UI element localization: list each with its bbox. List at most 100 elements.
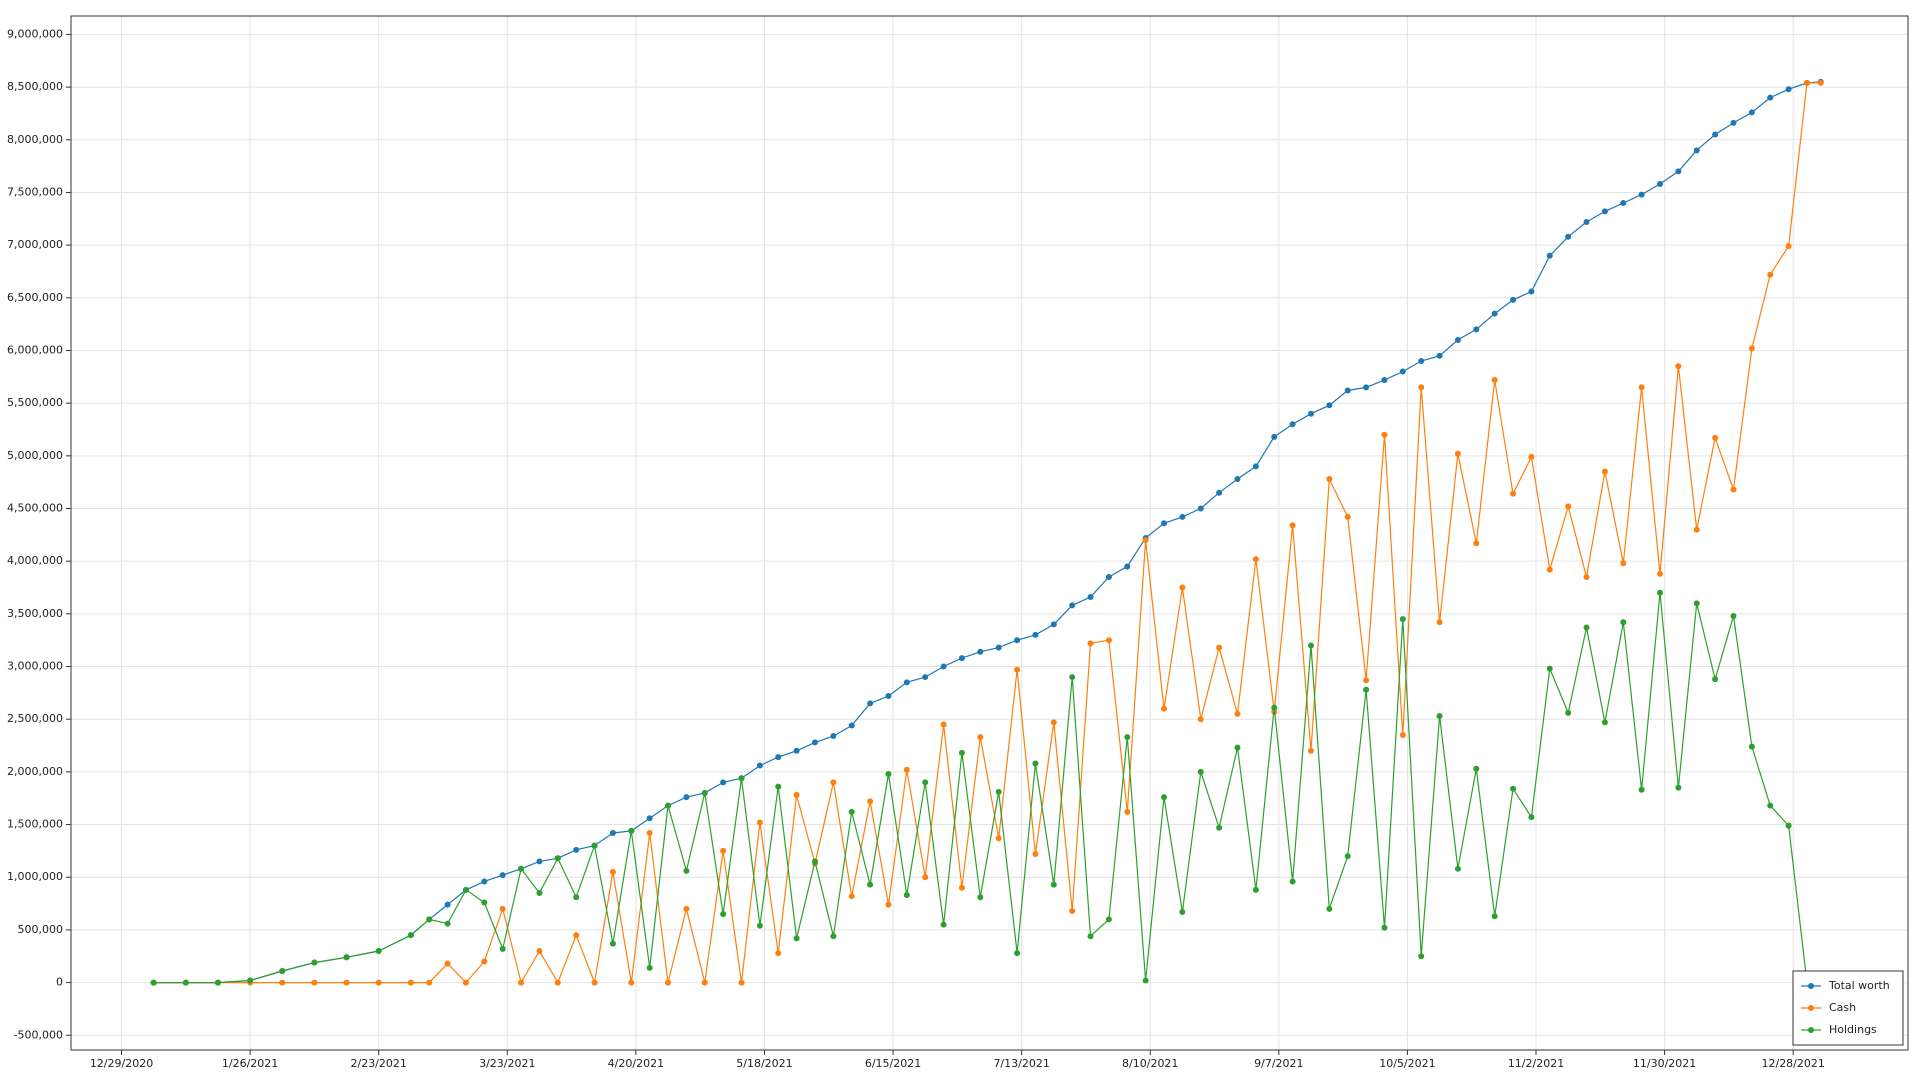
data-point bbox=[1675, 784, 1682, 791]
data-point bbox=[1730, 119, 1737, 126]
data-point bbox=[1418, 384, 1425, 391]
data-point bbox=[646, 815, 653, 822]
data-point bbox=[830, 733, 837, 740]
data-point bbox=[1050, 621, 1057, 628]
data-point bbox=[1179, 584, 1186, 591]
data-point bbox=[499, 905, 506, 912]
x-tick-label: 2/23/2021 bbox=[350, 1057, 406, 1070]
data-point bbox=[1730, 612, 1737, 619]
data-point bbox=[1344, 853, 1351, 860]
data-point bbox=[1234, 476, 1241, 483]
x-tick-label: 4/20/2021 bbox=[608, 1057, 664, 1070]
data-point bbox=[1693, 526, 1700, 533]
data-point bbox=[1032, 851, 1039, 858]
x-tick-label: 12/29/2020 bbox=[90, 1057, 153, 1070]
y-tick-label: 5,500,000 bbox=[7, 396, 63, 409]
data-point bbox=[1289, 421, 1296, 428]
y-tick-label: 6,500,000 bbox=[7, 291, 63, 304]
data-point bbox=[343, 954, 350, 961]
data-point bbox=[214, 979, 221, 986]
data-point bbox=[499, 872, 506, 879]
data-point bbox=[444, 920, 451, 927]
data-point bbox=[407, 932, 414, 939]
data-point bbox=[1565, 503, 1572, 510]
data-point bbox=[1289, 878, 1296, 885]
data-point bbox=[1307, 747, 1314, 754]
data-point bbox=[1436, 713, 1443, 720]
data-point bbox=[1473, 765, 1480, 772]
data-point bbox=[756, 922, 763, 929]
data-point bbox=[848, 808, 855, 815]
data-point bbox=[1491, 913, 1498, 920]
x-tick-label: 10/5/2021 bbox=[1379, 1057, 1435, 1070]
data-point bbox=[701, 789, 708, 796]
data-point bbox=[1087, 640, 1094, 647]
data-point bbox=[1546, 665, 1553, 672]
data-point bbox=[867, 700, 874, 707]
data-point bbox=[407, 979, 414, 986]
data-point bbox=[1528, 814, 1535, 821]
data-point bbox=[683, 905, 690, 912]
data-point bbox=[1252, 463, 1259, 470]
data-point bbox=[1216, 489, 1223, 496]
data-point bbox=[1583, 573, 1590, 580]
data-point bbox=[756, 819, 763, 826]
y-tick-label: 1,500,000 bbox=[7, 818, 63, 831]
data-point bbox=[1142, 977, 1149, 984]
data-point bbox=[1216, 824, 1223, 831]
data-point bbox=[793, 792, 800, 799]
data-point bbox=[1491, 376, 1498, 383]
data-point bbox=[311, 979, 318, 986]
y-tick-label: 3,000,000 bbox=[7, 660, 63, 673]
data-point bbox=[1454, 865, 1461, 872]
y-tick-label: 2,000,000 bbox=[7, 765, 63, 778]
data-point bbox=[1381, 431, 1388, 438]
data-point bbox=[1124, 808, 1131, 815]
data-point bbox=[1436, 352, 1443, 359]
data-point bbox=[793, 747, 800, 754]
data-point bbox=[1767, 94, 1774, 101]
data-point bbox=[683, 794, 690, 801]
y-tick-label: 7,500,000 bbox=[7, 185, 63, 198]
data-point bbox=[1050, 881, 1057, 888]
data-point bbox=[1565, 709, 1572, 716]
data-point bbox=[738, 775, 745, 782]
data-point bbox=[518, 979, 525, 986]
data-point bbox=[958, 749, 965, 756]
data-point bbox=[518, 865, 525, 872]
data-point bbox=[609, 829, 616, 836]
data-point bbox=[775, 783, 782, 790]
data-point bbox=[1381, 376, 1388, 383]
data-point bbox=[903, 766, 910, 773]
y-tick-label: 7,000,000 bbox=[7, 238, 63, 251]
data-point bbox=[1418, 953, 1425, 960]
data-point bbox=[1271, 433, 1278, 440]
data-point bbox=[1307, 410, 1314, 417]
data-point bbox=[811, 739, 818, 746]
data-point bbox=[150, 979, 157, 986]
x-tick-label: 11/30/2021 bbox=[1633, 1057, 1696, 1070]
data-point bbox=[1730, 486, 1737, 493]
data-point bbox=[977, 734, 984, 741]
data-point bbox=[903, 892, 910, 899]
data-point bbox=[1124, 734, 1131, 741]
data-point bbox=[958, 884, 965, 891]
data-point bbox=[848, 893, 855, 900]
data-point bbox=[247, 977, 254, 984]
data-point bbox=[279, 967, 286, 974]
data-point bbox=[903, 679, 910, 686]
data-point bbox=[536, 890, 543, 897]
data-point bbox=[1069, 907, 1076, 914]
data-point bbox=[481, 878, 488, 885]
data-point bbox=[958, 655, 965, 662]
y-tick-label: 5,000,000 bbox=[7, 449, 63, 462]
x-tick-label: 12/28/2021 bbox=[1761, 1057, 1824, 1070]
data-point bbox=[1363, 677, 1370, 684]
data-point bbox=[573, 932, 580, 939]
data-point bbox=[444, 960, 451, 967]
data-point bbox=[1767, 271, 1774, 278]
data-point bbox=[646, 829, 653, 836]
data-point bbox=[940, 663, 947, 670]
